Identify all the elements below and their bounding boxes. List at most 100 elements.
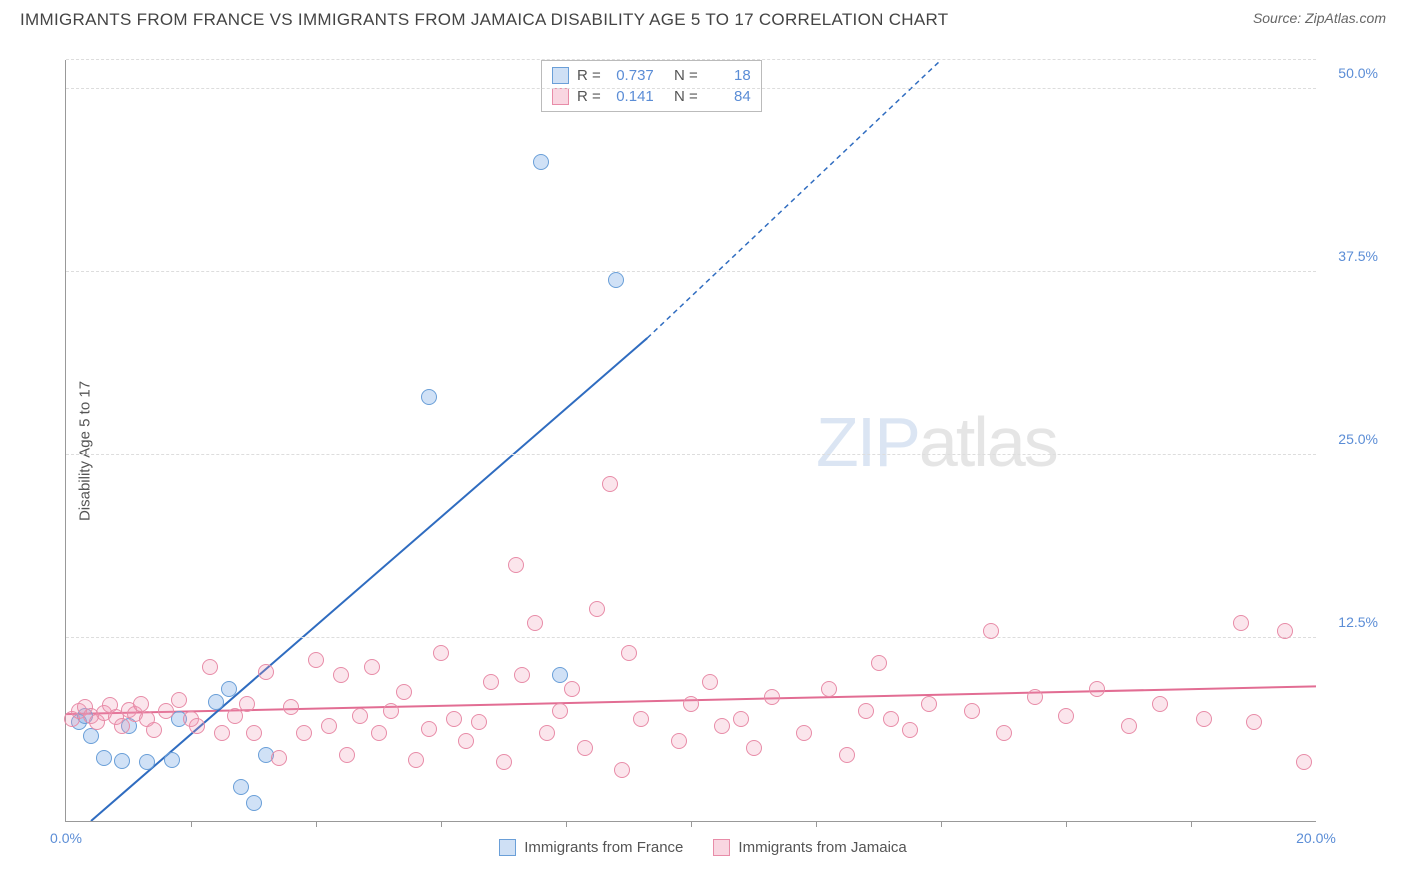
swatch-france-icon	[552, 67, 569, 84]
data-point-jamaica	[146, 722, 162, 738]
data-point-jamaica	[921, 696, 937, 712]
data-point-jamaica	[408, 752, 424, 768]
data-point-jamaica	[339, 747, 355, 763]
source-prefix: Source:	[1253, 10, 1305, 26]
data-point-jamaica	[796, 725, 812, 741]
data-point-jamaica	[589, 601, 605, 617]
data-point-jamaica	[621, 645, 637, 661]
data-point-jamaica	[246, 725, 262, 741]
legend-swatch-jamaica-icon	[713, 839, 730, 856]
data-point-jamaica	[702, 674, 718, 690]
data-point-jamaica	[964, 703, 980, 719]
data-point-france	[114, 753, 130, 769]
watermark-part2: atlas	[919, 403, 1057, 481]
data-point-jamaica	[171, 692, 187, 708]
data-point-jamaica	[114, 718, 130, 734]
data-point-france	[246, 795, 262, 811]
data-point-france	[83, 728, 99, 744]
n-label: N =	[674, 67, 698, 84]
data-point-france	[552, 667, 568, 683]
data-point-jamaica	[202, 659, 218, 675]
data-point-jamaica	[602, 476, 618, 492]
data-point-jamaica	[258, 664, 274, 680]
data-point-jamaica	[433, 645, 449, 661]
data-point-jamaica	[671, 733, 687, 749]
data-point-jamaica	[1246, 714, 1262, 730]
data-point-jamaica	[996, 725, 1012, 741]
data-point-jamaica	[214, 725, 230, 741]
data-point-jamaica	[746, 740, 762, 756]
data-point-jamaica	[227, 708, 243, 724]
watermark: ZIPatlas	[816, 402, 1057, 482]
data-point-jamaica	[1121, 718, 1137, 734]
data-point-jamaica	[483, 674, 499, 690]
data-point-jamaica	[396, 684, 412, 700]
data-point-jamaica	[1027, 689, 1043, 705]
gridline	[66, 59, 1316, 60]
data-point-jamaica	[239, 696, 255, 712]
data-point-jamaica	[371, 725, 387, 741]
data-point-jamaica	[527, 615, 543, 631]
data-point-jamaica	[714, 718, 730, 734]
n-value-france: 18	[706, 67, 751, 84]
data-point-france	[164, 752, 180, 768]
y-tick-label: 25.0%	[1338, 431, 1378, 447]
r-label: R =	[577, 67, 601, 84]
r-label: R =	[577, 88, 601, 105]
y-tick-label: 50.0%	[1338, 65, 1378, 81]
data-point-jamaica	[1196, 711, 1212, 727]
correlation-stats-box: R = 0.737 N = 18 R = 0.141 N = 84	[541, 60, 762, 112]
data-point-jamaica	[1058, 708, 1074, 724]
data-point-jamaica	[633, 711, 649, 727]
data-point-jamaica	[871, 655, 887, 671]
data-point-jamaica	[902, 722, 918, 738]
data-point-jamaica	[421, 721, 437, 737]
data-point-jamaica	[839, 747, 855, 763]
chart-title: IMMIGRANTS FROM FRANCE VS IMMIGRANTS FRO…	[20, 10, 948, 30]
source-attribution: Source: ZipAtlas.com	[1253, 10, 1386, 26]
x-tick-mark	[1191, 821, 1192, 827]
gridline	[66, 271, 1316, 272]
data-point-france	[221, 681, 237, 697]
stats-row-france: R = 0.737 N = 18	[552, 65, 751, 86]
legend-label-france: Immigrants from France	[524, 839, 683, 856]
watermark-part1: ZIP	[816, 403, 919, 481]
data-point-jamaica	[158, 703, 174, 719]
plot-region: ZIPatlas R = 0.737 N = 18 R = 0.141 N = …	[65, 60, 1316, 822]
data-point-jamaica	[308, 652, 324, 668]
data-point-jamaica	[564, 681, 580, 697]
x-tick-mark	[191, 821, 192, 827]
data-point-jamaica	[614, 762, 630, 778]
data-point-jamaica	[1296, 754, 1312, 770]
swatch-jamaica-icon	[552, 88, 569, 105]
x-tick-mark	[316, 821, 317, 827]
data-point-jamaica	[458, 733, 474, 749]
n-label: N =	[674, 88, 698, 105]
series-legend: Immigrants from France Immigrants from J…	[20, 839, 1386, 856]
data-point-jamaica	[733, 711, 749, 727]
data-point-jamaica	[271, 750, 287, 766]
data-point-jamaica	[1277, 623, 1293, 639]
data-point-france	[139, 754, 155, 770]
gridline	[66, 88, 1316, 89]
x-tick-mark	[1066, 821, 1067, 827]
data-point-jamaica	[514, 667, 530, 683]
data-point-jamaica	[283, 699, 299, 715]
y-tick-label: 37.5%	[1338, 248, 1378, 264]
data-point-jamaica	[764, 689, 780, 705]
legend-item-france: Immigrants from France	[499, 839, 683, 856]
data-point-jamaica	[1152, 696, 1168, 712]
source-name: ZipAtlas.com	[1305, 10, 1386, 26]
data-point-france	[608, 272, 624, 288]
legend-label-jamaica: Immigrants from Jamaica	[738, 839, 906, 856]
data-point-france	[208, 694, 224, 710]
legend-item-jamaica: Immigrants from Jamaica	[713, 839, 906, 856]
data-point-jamaica	[1233, 615, 1249, 631]
data-point-france	[533, 154, 549, 170]
x-tick-mark	[566, 821, 567, 827]
x-tick-mark	[816, 821, 817, 827]
data-point-jamaica	[133, 696, 149, 712]
r-value-france: 0.737	[609, 67, 654, 84]
data-point-jamaica	[1089, 681, 1105, 697]
data-point-jamaica	[883, 711, 899, 727]
